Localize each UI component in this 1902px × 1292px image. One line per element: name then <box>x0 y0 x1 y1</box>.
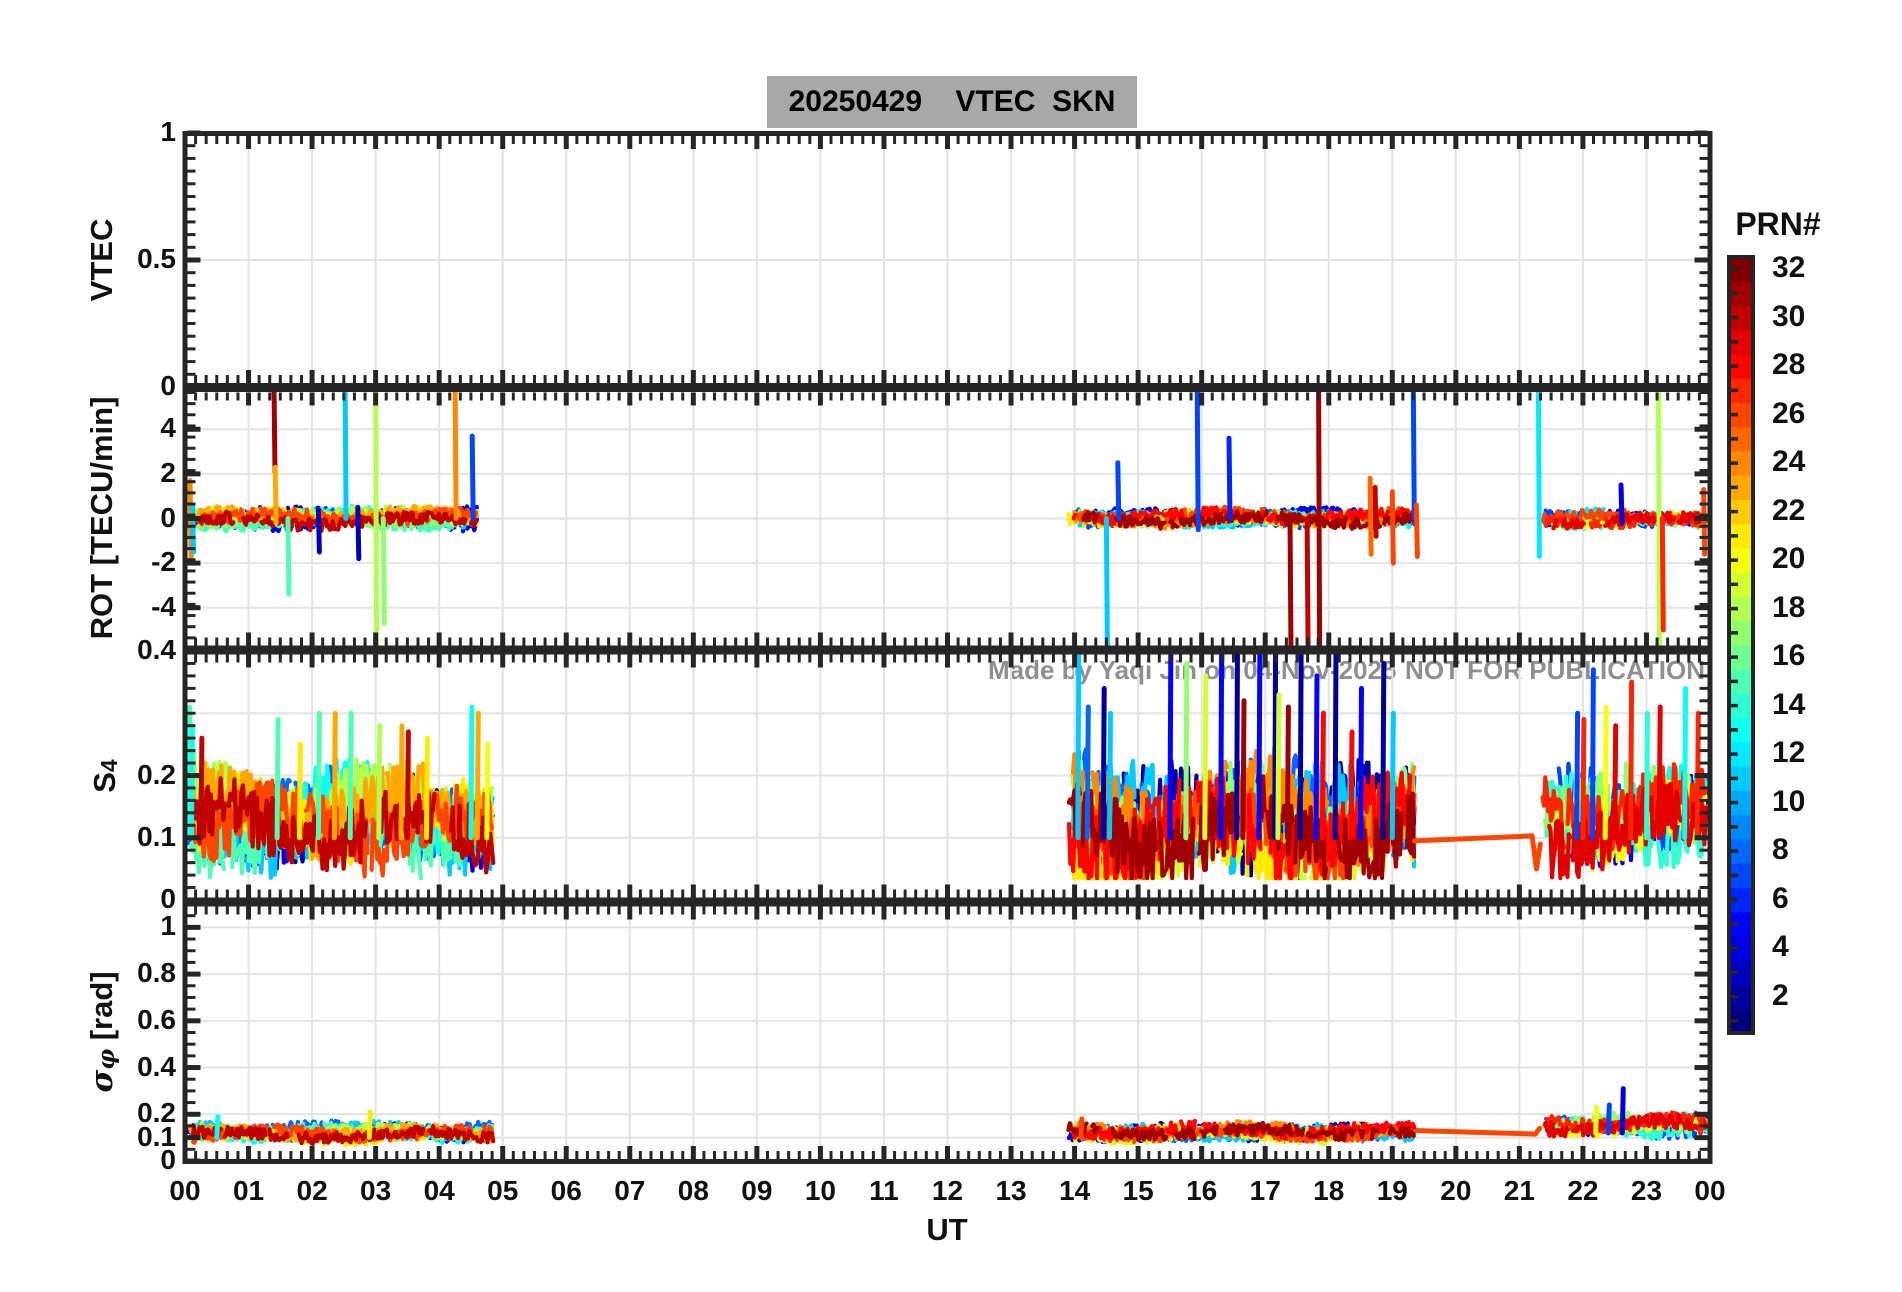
colorbar-tick-label: 6 <box>1772 881 1789 915</box>
y-tick-label-vtec: 1 <box>160 116 176 147</box>
y-tick-label-s4: 0.2 <box>137 758 176 790</box>
y-tick-label-rot: 4 <box>160 412 176 444</box>
x-tick-label: 18 <box>1313 1175 1345 1206</box>
y-tick-label-sigma_phi: 0.1 <box>137 1120 176 1152</box>
x-tick-label: 07 <box>614 1175 646 1206</box>
colorbar-tick-label: 26 <box>1772 396 1806 430</box>
xlabel-ut: UT <box>926 1212 968 1247</box>
y-tick-label-sigma_phi: 0.4 <box>137 1050 176 1082</box>
x-tick-label: 22 <box>1567 1175 1599 1206</box>
y-tick-label-s4: 0 <box>160 883 176 914</box>
x-tick-label: 12 <box>931 1175 964 1206</box>
y-tick-label-rot: 2 <box>160 456 176 488</box>
y-tick-label-rot: -2 <box>151 546 176 578</box>
x-tick-label: 11 <box>869 1175 899 1206</box>
x-tick-label: 04 <box>423 1175 455 1206</box>
colorbar-title: PRN# <box>1735 206 1821 242</box>
x-tick-label: 01 <box>232 1175 265 1206</box>
colorbar-tick-label: 14 <box>1772 687 1806 721</box>
axes <box>182 130 1713 1164</box>
y-tick-label-sigma_phi: 0.8 <box>137 957 176 989</box>
colorbar-tick-label: 32 <box>1772 251 1806 285</box>
x-tick-label: 00 <box>169 1175 201 1206</box>
x-tick-label: 10 <box>804 1175 836 1206</box>
x-tick-label: 13 <box>995 1175 1027 1206</box>
gridlines-rot <box>185 388 1710 649</box>
colorbar-tick-label: 24 <box>1772 445 1806 479</box>
gridlines-sigma_phi <box>185 904 1710 1161</box>
y-tick-label-sigma_phi: 1 <box>160 910 176 942</box>
y-tick-label-vtec: 0 <box>160 370 176 401</box>
x-tick-label: 09 <box>741 1175 773 1206</box>
x-tick-label: 15 <box>1122 1175 1154 1206</box>
y-tick-label-s4: 0.1 <box>137 820 176 852</box>
x-tick-label: 03 <box>360 1175 392 1206</box>
plot-title: 20250429 VTEC SKN <box>767 76 1137 128</box>
x-tick-label: 19 <box>1376 1175 1408 1206</box>
colorbar-tick-label: 20 <box>1772 542 1806 576</box>
x-tick-label: 16 <box>1186 1175 1218 1206</box>
colorbar-tick-label: 28 <box>1772 348 1806 382</box>
x-tick-label: 06 <box>550 1175 582 1206</box>
x-tick-label: 23 <box>1630 1175 1663 1206</box>
data-rot <box>186 386 1709 651</box>
data-s4 <box>185 649 1709 881</box>
colorbar-tick-label: 12 <box>1772 736 1806 770</box>
y-tick-label-s4: 0.4 <box>137 634 176 665</box>
x-tick-label: 20 <box>1440 1175 1472 1206</box>
y-tick-label-sigma_phi: 0.2 <box>137 1097 176 1129</box>
colorbar-tick-label: 30 <box>1772 299 1806 333</box>
x-tick-label: 02 <box>296 1175 328 1206</box>
y-tick-label-rot: -4 <box>151 590 176 622</box>
y-tick-label-sigma_phi: 0 <box>160 1144 176 1175</box>
data-sigma_phi <box>185 1086 1709 1148</box>
colorbar-tick-label: 4 <box>1772 930 1789 964</box>
y-tick-label-vtec: 0.5 <box>137 243 176 274</box>
colorbar-tick-label: 22 <box>1772 493 1806 527</box>
gridlines-vtec <box>185 133 1710 387</box>
x-tick-label: 08 <box>677 1175 709 1206</box>
colorbar <box>1727 255 1755 1035</box>
colorbar-tick-label: 10 <box>1772 784 1806 818</box>
x-tick-label: 05 <box>487 1175 519 1206</box>
x-tick-label: 14 <box>1059 1175 1091 1206</box>
colorbar-tick-label: 16 <box>1772 639 1806 673</box>
x-tick-label: 17 <box>1249 1175 1281 1206</box>
x-tick-label: 21 <box>1503 1175 1535 1206</box>
x-tick-label: 00 <box>1694 1175 1726 1206</box>
colorbar-tick-label: 8 <box>1772 833 1789 867</box>
y-tick-label-rot: 0 <box>160 501 176 533</box>
colorbar-tick-label: 18 <box>1772 590 1806 624</box>
y-tick-label-sigma_phi: 0.6 <box>137 1003 176 1035</box>
colorbar-tick-label: 2 <box>1772 978 1789 1012</box>
